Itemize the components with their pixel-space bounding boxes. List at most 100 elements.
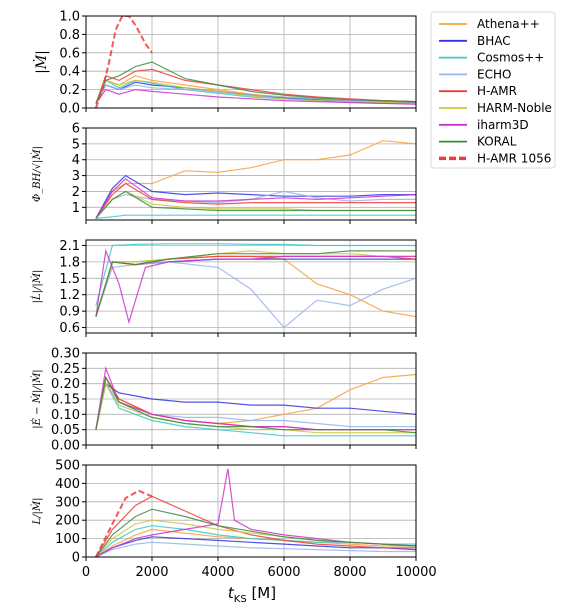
y-tick-label: 5	[72, 137, 80, 152]
legend-item: ECHO	[439, 67, 511, 81]
series-line-athena-	[95, 528, 416, 557]
y-tick-label: 0.20	[51, 377, 80, 392]
series-group	[95, 366, 416, 437]
panel-frame	[85, 464, 417, 558]
legend-item: H-AMR	[439, 84, 517, 98]
panel-frame	[85, 239, 417, 334]
y-tick-label: 3	[72, 169, 80, 184]
series-line-cosmos-	[95, 243, 416, 306]
y-axis-label: Φ_BH/√|Ṁ|	[31, 146, 43, 202]
x-tick-label: 8000	[333, 565, 366, 580]
x-tick-label: 4000	[201, 565, 234, 580]
series-group	[95, 468, 416, 557]
x-axis-label-sub: KS	[234, 594, 247, 605]
series-line-koral	[95, 250, 416, 317]
legend-item: iharm3D	[439, 118, 529, 132]
series-line-echo	[95, 541, 416, 557]
series-line-bhac	[95, 258, 416, 317]
series-line-h-amr-1056	[95, 489, 153, 557]
series-line-iharm3d	[95, 248, 416, 325]
series-group	[94, 16, 416, 108]
series-line-athena-	[95, 140, 416, 219]
series-line-echo	[95, 261, 416, 329]
y-tick-label: 500	[55, 459, 80, 474]
series-line-h-amr-1056	[94, 16, 153, 108]
series-line-cosmos-	[95, 214, 416, 219]
y-tick-label: 0.15	[51, 393, 80, 408]
y-tick-label: 0.10	[51, 408, 80, 423]
legend-label: H-AMR	[477, 84, 517, 98]
y-tick-label: 0.00	[51, 439, 80, 454]
panel-frame	[85, 127, 417, 221]
y-tick-label: 1.2	[59, 288, 80, 303]
series-line-koral	[95, 190, 416, 219]
legend-label: Cosmos++	[477, 51, 544, 65]
legend-item: KORAL	[439, 135, 517, 149]
y-tick-label: 0.0	[59, 102, 80, 117]
y-tick-label: 300	[55, 495, 80, 510]
legend-label: HARM-Noble	[477, 101, 552, 115]
x-tick-label: 0	[82, 565, 90, 580]
legend-label: ECHO	[477, 67, 511, 81]
series-line-athena-	[95, 255, 416, 318]
panels-group: 0.00.20.40.60.81.0|Ṁ|123456Φ_BH/√|Ṁ|0.60…	[31, 10, 437, 581]
series-line-bhac	[95, 174, 416, 219]
series-line-echo	[95, 382, 416, 430]
panel-5: 0 100 200 300 400 500 0 2000 4000 6000 8000 10000 L/…	[31, 459, 437, 581]
series-line-echo	[95, 84, 416, 104]
x-axis-label: tKS [M]	[228, 584, 276, 605]
y-tick-label: 0.30	[51, 347, 80, 362]
x-tick-label: 10000	[395, 565, 436, 580]
y-tick-label: 0.05	[51, 423, 80, 438]
legend-label: BHAC	[477, 34, 511, 48]
y-tick-label: 0	[72, 551, 80, 566]
x-axis-label-unit: [M]	[247, 584, 276, 602]
panel-3: 0.60.9 1.21.5 1.82.1 |L̇|/|Ṁ|	[31, 239, 417, 337]
y-tick-label: 0.2	[59, 83, 80, 98]
legend-item: Athena++	[439, 17, 540, 31]
legend-label: iharm3D	[477, 118, 529, 132]
y-tick-label: 2	[72, 185, 80, 200]
legend-item: BHAC	[439, 34, 511, 48]
y-axis-label: L/|Ṁ|	[31, 498, 43, 526]
series-line-bhac	[95, 382, 416, 430]
series-line-iharm3d	[95, 88, 416, 105]
y-tick-label: 4	[72, 153, 80, 168]
series-line-bhac	[95, 536, 416, 557]
legend-box	[430, 11, 556, 169]
legend-item: Cosmos++	[439, 51, 544, 65]
series-line-cosmos-	[95, 381, 416, 437]
panel-1: 0.0 0.2 0.4 0.6 0.8 1.0 |Ṁ|	[32, 10, 417, 117]
legend-label: Athena++	[477, 17, 540, 31]
y-tick-label: 0.8	[59, 28, 80, 43]
series-line-koral	[95, 375, 416, 434]
x-axis-label-main: t	[228, 584, 235, 602]
y-tick-label: 0.6	[59, 46, 80, 61]
series-line-echo	[95, 190, 416, 219]
y-tick-label: 0.25	[51, 362, 80, 377]
series-line-h-amr	[95, 182, 416, 219]
y-tick-label: 100	[55, 532, 80, 547]
panel-frame	[85, 15, 417, 109]
y-tick-label: 200	[55, 514, 80, 529]
x-tick-label: 2000	[135, 565, 168, 580]
y-tick-label: 1.8	[59, 255, 80, 270]
series-line-iharm3d	[95, 178, 416, 219]
y-axis-label: |Ṁ|	[32, 50, 50, 74]
series-line-koral	[95, 61, 416, 104]
legend-item: HARM-Noble	[439, 101, 552, 115]
series-line-h-amr	[95, 495, 416, 557]
series-group	[95, 140, 416, 219]
series-line-koral	[95, 508, 416, 557]
x-tick-label: 6000	[267, 565, 300, 580]
y-tick-label: 400	[55, 477, 80, 492]
series-line-h-amr	[95, 255, 416, 317]
y-axis-label: |Ė − Ṁ|/|Ṁ|	[31, 369, 43, 428]
y-axis-label: |L̇|/|Ṁ|	[31, 270, 43, 304]
y-tick-label: 0.6	[59, 321, 80, 336]
y-tick-label: 0.4	[59, 65, 80, 80]
series-line-athena-	[95, 373, 416, 430]
y-tick-label: 1.5	[59, 272, 80, 287]
